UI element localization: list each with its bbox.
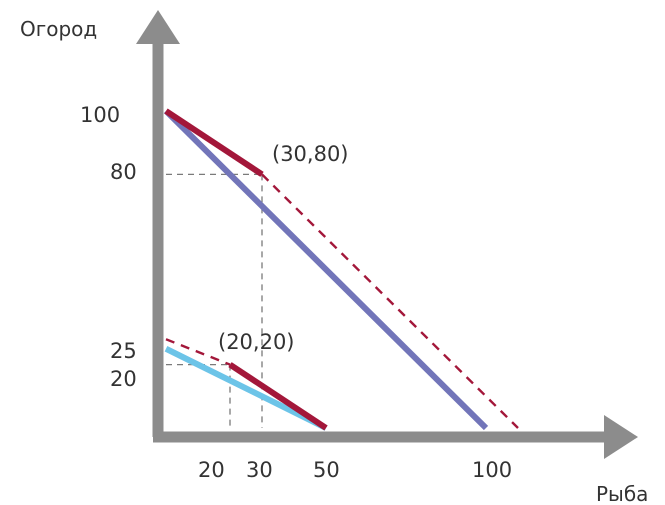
- point-label-20-20: (20,20): [218, 330, 295, 354]
- x-tick-label-20: 20: [198, 458, 225, 482]
- y-axis-arrow-icon: [136, 10, 180, 44]
- series-line-0: [163, 108, 489, 431]
- x-tick-label-30: 30: [246, 458, 273, 482]
- axes: [136, 10, 638, 459]
- x-tick-label-100: 100: [472, 458, 512, 482]
- x-tick-label-50: 50: [313, 458, 340, 482]
- y-axis-title: Огород: [20, 17, 97, 41]
- series-line-5: [228, 362, 328, 431]
- y-tick-label-20: 20: [110, 367, 137, 391]
- y-tick-label-100: 100: [80, 103, 120, 127]
- x-axis-arrow-icon: [604, 415, 638, 459]
- y-tick-label-80: 80: [110, 160, 137, 184]
- series-line-1: [164, 346, 328, 431]
- x-axis-title: Рыба: [596, 482, 648, 505]
- series-lines: [163, 108, 519, 431]
- series-line-3: [261, 173, 519, 429]
- series-line-2: [164, 108, 264, 177]
- point-label-30-80: (30,80): [272, 142, 349, 166]
- y-tick-label-25: 25: [110, 339, 137, 363]
- series-line-4: [165, 338, 231, 366]
